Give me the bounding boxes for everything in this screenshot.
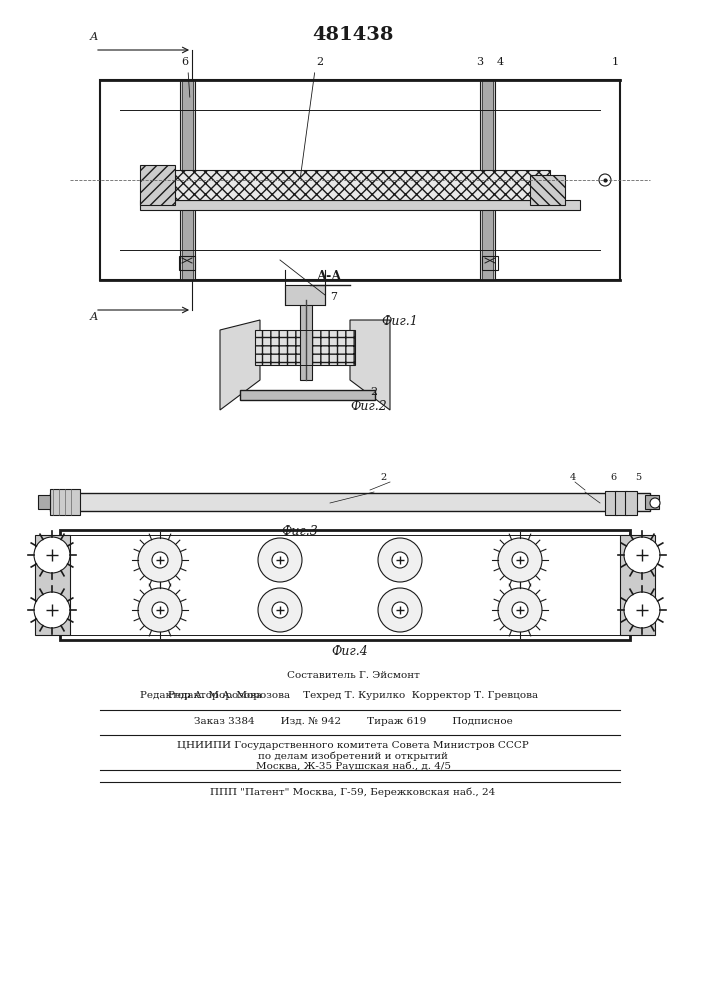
Polygon shape bbox=[350, 320, 390, 410]
Bar bbox=[182, 80, 193, 280]
Circle shape bbox=[258, 538, 302, 582]
Text: 6: 6 bbox=[610, 473, 616, 482]
Text: Заказ 3384        Изд. № 942        Тираж 619        Подписное: Заказ 3384 Изд. № 942 Тираж 619 Подписно… bbox=[194, 718, 513, 726]
Bar bbox=[140, 200, 580, 210]
Bar bbox=[50, 493, 650, 511]
Circle shape bbox=[512, 602, 528, 618]
Circle shape bbox=[152, 602, 168, 618]
Bar bbox=[60, 530, 630, 640]
Bar bbox=[100, 80, 620, 280]
Text: 3: 3 bbox=[477, 57, 484, 67]
Text: Фиг.4: Фиг.4 bbox=[332, 645, 368, 658]
Text: А: А bbox=[90, 312, 98, 322]
Text: 2: 2 bbox=[317, 57, 324, 67]
Bar bbox=[615, 491, 627, 515]
Bar bbox=[645, 495, 659, 509]
Circle shape bbox=[258, 588, 302, 632]
Circle shape bbox=[34, 592, 70, 628]
Text: Редактор А. Морозова    Техред Т. Курилко  Корректор Т. Гревцова: Редактор А. Морозова Техред Т. Курилко К… bbox=[168, 690, 538, 700]
Circle shape bbox=[34, 537, 70, 573]
Circle shape bbox=[498, 538, 542, 582]
Bar bbox=[35, 535, 70, 635]
Bar bbox=[38, 495, 50, 509]
Text: 7: 7 bbox=[330, 292, 337, 302]
Bar bbox=[480, 80, 495, 280]
Circle shape bbox=[650, 498, 660, 508]
Circle shape bbox=[272, 552, 288, 568]
Circle shape bbox=[378, 588, 422, 632]
Polygon shape bbox=[220, 320, 260, 410]
Text: ППП "Патент" Москва, Г-59, Бережковская наб., 24: ППП "Патент" Москва, Г-59, Бережковская … bbox=[211, 787, 496, 797]
Circle shape bbox=[512, 552, 528, 568]
Circle shape bbox=[599, 174, 611, 186]
Text: Фиг.3: Фиг.3 bbox=[281, 525, 318, 538]
Circle shape bbox=[378, 538, 422, 582]
Text: Фиг.2: Фиг.2 bbox=[350, 400, 387, 413]
Circle shape bbox=[138, 588, 182, 632]
Bar bbox=[482, 80, 493, 280]
Text: А-А: А-А bbox=[317, 270, 343, 283]
Bar bbox=[170, 170, 550, 200]
Bar bbox=[255, 330, 355, 365]
Text: Москва, Ж-35 Раушская наб., д. 4/5: Москва, Ж-35 Раушская наб., д. 4/5 bbox=[255, 761, 450, 771]
Circle shape bbox=[152, 552, 168, 568]
Circle shape bbox=[624, 537, 660, 573]
Text: 1: 1 bbox=[612, 57, 619, 67]
Bar bbox=[605, 491, 617, 515]
Text: 481438: 481438 bbox=[312, 26, 394, 44]
Bar bbox=[620, 535, 655, 635]
Bar bbox=[140, 165, 175, 205]
Text: ЦНИИПИ Государственного комитета Совета Министров СССР: ЦНИИПИ Государственного комитета Совета … bbox=[177, 740, 529, 750]
Bar bbox=[482, 256, 498, 270]
Text: 4: 4 bbox=[570, 473, 576, 482]
Text: 4: 4 bbox=[496, 57, 503, 67]
Bar bbox=[240, 390, 375, 400]
Circle shape bbox=[138, 538, 182, 582]
Text: 5: 5 bbox=[635, 473, 641, 482]
Text: 6: 6 bbox=[182, 57, 189, 67]
Circle shape bbox=[392, 602, 408, 618]
Circle shape bbox=[624, 592, 660, 628]
Bar bbox=[285, 285, 325, 305]
Bar bbox=[65, 535, 625, 635]
Text: 2: 2 bbox=[370, 387, 377, 397]
Circle shape bbox=[498, 588, 542, 632]
Bar bbox=[530, 175, 565, 205]
Circle shape bbox=[272, 602, 288, 618]
Bar bbox=[50, 489, 80, 515]
Circle shape bbox=[392, 552, 408, 568]
Text: Редактор А. Морозова: Редактор А. Морозова bbox=[140, 690, 262, 700]
Text: А: А bbox=[90, 32, 98, 42]
Text: Фиг.1: Фиг.1 bbox=[382, 315, 419, 328]
Text: 2: 2 bbox=[380, 473, 386, 482]
Bar bbox=[179, 256, 195, 270]
Text: Составитель Г. Эйсмонт: Составитель Г. Эйсмонт bbox=[286, 670, 419, 680]
Bar bbox=[180, 80, 195, 280]
Text: по делам изобретений и открытий: по делам изобретений и открытий bbox=[258, 751, 448, 761]
Bar bbox=[300, 300, 312, 380]
Bar bbox=[625, 491, 637, 515]
